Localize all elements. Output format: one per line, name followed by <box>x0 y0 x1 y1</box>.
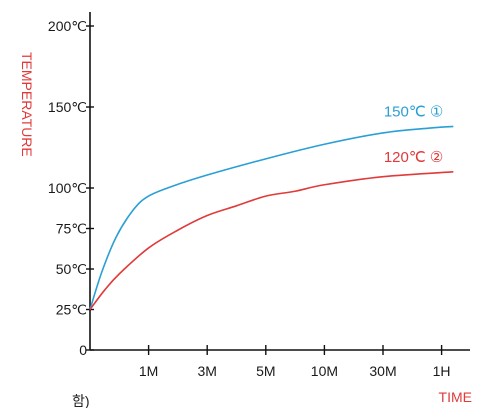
axes <box>89 12 470 351</box>
x-tick-label: 10M <box>311 363 338 379</box>
y-tick-label: 0 <box>79 342 87 358</box>
x-tick-label: 30M <box>369 363 396 379</box>
x-axis-title: TIME <box>439 389 472 405</box>
y-tick-label: 150℃ <box>48 99 87 115</box>
footer-text-fragment: 함) <box>72 393 90 408</box>
series-line-2 <box>89 171 454 310</box>
y-tick-label: 200℃ <box>48 18 87 34</box>
y-tick-label: 75℃ <box>56 221 87 237</box>
x-tick-label: 1H <box>433 363 451 379</box>
y-axis-title: TEMPERATURE <box>19 52 35 157</box>
x-tick-label: 5M <box>256 363 275 379</box>
series-label-2: 120℃ ② <box>384 149 444 166</box>
series-label-1: 150℃ ① <box>384 103 444 120</box>
y-ticks: 0 25℃ 50℃ 75℃ 100℃ 150℃ 200℃ <box>48 18 94 358</box>
series-lines <box>89 125 454 310</box>
x-tick-label: 3M <box>197 363 216 379</box>
y-tick-label: 25℃ <box>56 302 87 318</box>
y-tick-label: 50℃ <box>56 261 87 277</box>
series-labels: 150℃ ① 120℃ ② <box>384 103 444 165</box>
y-tick-label: 100℃ <box>48 180 87 196</box>
x-ticks: 1M 3M 5M 10M 30M 1H <box>139 345 451 379</box>
series-line-1 <box>89 125 454 310</box>
x-tick-label: 1M <box>139 363 158 379</box>
